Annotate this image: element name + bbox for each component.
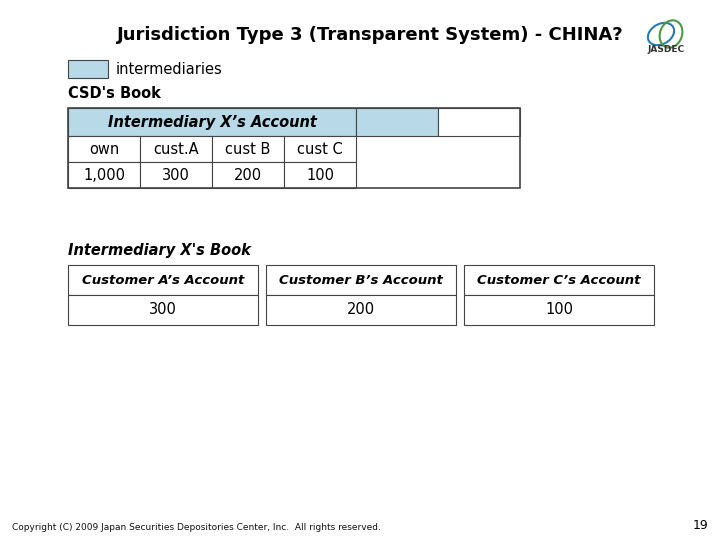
FancyBboxPatch shape	[212, 162, 284, 188]
Text: Customer B’s Account: Customer B’s Account	[279, 273, 443, 287]
Text: intermediaries: intermediaries	[116, 62, 222, 77]
FancyBboxPatch shape	[140, 136, 212, 162]
Text: Customer A’s Account: Customer A’s Account	[82, 273, 244, 287]
FancyBboxPatch shape	[68, 108, 356, 136]
FancyBboxPatch shape	[68, 162, 140, 188]
Text: JASDEC: JASDEC	[647, 45, 685, 55]
Text: cust B: cust B	[225, 141, 271, 157]
Text: Jurisdiction Type 3 (Transparent System) - CHINA?: Jurisdiction Type 3 (Transparent System)…	[117, 26, 624, 44]
FancyBboxPatch shape	[438, 108, 520, 136]
FancyBboxPatch shape	[212, 136, 284, 162]
FancyBboxPatch shape	[266, 295, 456, 325]
Text: Copyright (C) 2009 Japan Securities Depositories Center, Inc.  All rights reserv: Copyright (C) 2009 Japan Securities Depo…	[12, 523, 381, 532]
Text: 19: 19	[692, 519, 708, 532]
FancyBboxPatch shape	[284, 162, 356, 188]
FancyBboxPatch shape	[356, 108, 438, 136]
Text: Customer C’s Account: Customer C’s Account	[477, 273, 641, 287]
FancyBboxPatch shape	[266, 265, 456, 295]
FancyBboxPatch shape	[68, 265, 258, 295]
Text: 100: 100	[306, 167, 334, 183]
Text: 300: 300	[149, 302, 177, 318]
Text: cust.A: cust.A	[153, 141, 199, 157]
Text: 200: 200	[347, 302, 375, 318]
Text: CSD's Book: CSD's Book	[68, 86, 161, 102]
FancyBboxPatch shape	[68, 295, 258, 325]
Text: cust C: cust C	[297, 141, 343, 157]
FancyBboxPatch shape	[68, 136, 140, 162]
FancyBboxPatch shape	[284, 136, 356, 162]
Text: Intermediary X’s Account: Intermediary X’s Account	[107, 114, 316, 130]
FancyBboxPatch shape	[68, 60, 108, 78]
FancyBboxPatch shape	[140, 162, 212, 188]
FancyBboxPatch shape	[464, 265, 654, 295]
Text: 100: 100	[545, 302, 573, 318]
FancyBboxPatch shape	[464, 295, 654, 325]
Text: 300: 300	[162, 167, 190, 183]
Text: 1,000: 1,000	[83, 167, 125, 183]
Text: own: own	[89, 141, 119, 157]
Text: 200: 200	[234, 167, 262, 183]
Text: Intermediary X's Book: Intermediary X's Book	[68, 242, 251, 258]
